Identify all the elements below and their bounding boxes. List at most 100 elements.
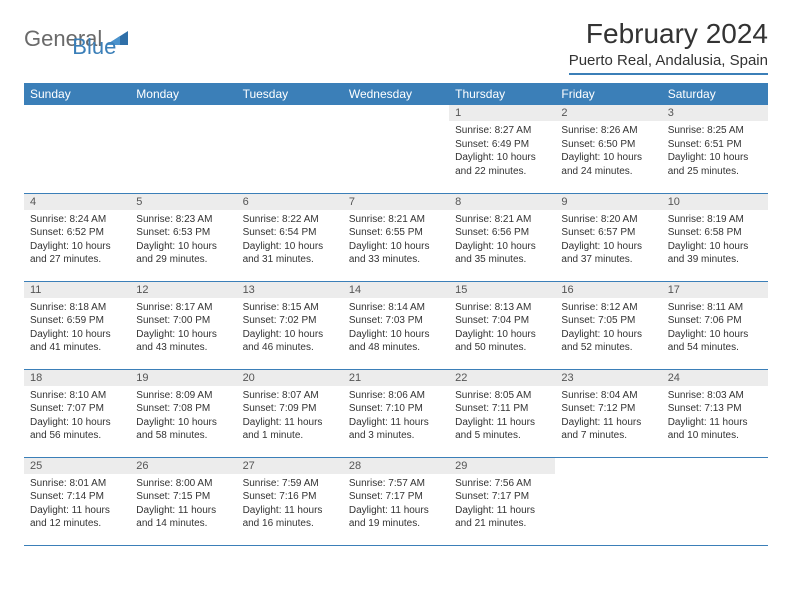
daylight-text-2: and 5 minutes. <box>455 429 549 443</box>
weekday-header: Sunday <box>24 83 130 105</box>
logo: General Blue <box>24 18 116 60</box>
day-details: Sunrise: 8:26 AMSunset: 6:50 PMDaylight:… <box>555 121 661 182</box>
day-number: 28 <box>343 458 449 474</box>
calendar-table: Sunday Monday Tuesday Wednesday Thursday… <box>24 83 768 546</box>
daylight-text-2: and 1 minute. <box>243 429 337 443</box>
sunrise-text: Sunrise: 7:59 AM <box>243 477 337 491</box>
calendar-day-cell: 14Sunrise: 8:14 AMSunset: 7:03 PMDayligh… <box>343 281 449 369</box>
location-text: Puerto Real, Andalusia, Spain <box>569 52 768 73</box>
weekday-header: Tuesday <box>237 83 343 105</box>
day-number: 14 <box>343 282 449 298</box>
day-details: Sunrise: 8:05 AMSunset: 7:11 PMDaylight:… <box>449 386 555 447</box>
daylight-text-1: Daylight: 10 hours <box>561 328 655 342</box>
header: General Blue February 2024 Puerto Real, … <box>24 18 768 75</box>
sunrise-text: Sunrise: 8:20 AM <box>561 213 655 227</box>
daylight-text-1: Daylight: 11 hours <box>349 416 443 430</box>
day-number: 26 <box>130 458 236 474</box>
calendar-day-cell: 10Sunrise: 8:19 AMSunset: 6:58 PMDayligh… <box>662 193 768 281</box>
day-number: 11 <box>24 282 130 298</box>
sunrise-text: Sunrise: 8:09 AM <box>136 389 230 403</box>
daylight-text-1: Daylight: 10 hours <box>243 240 337 254</box>
sunset-text: Sunset: 6:56 PM <box>455 226 549 240</box>
daylight-text-1: Daylight: 11 hours <box>455 504 549 518</box>
day-details: Sunrise: 8:21 AMSunset: 6:55 PMDaylight:… <box>343 210 449 271</box>
day-number: 5 <box>130 194 236 210</box>
weekday-header: Monday <box>130 83 236 105</box>
sunset-text: Sunset: 7:04 PM <box>455 314 549 328</box>
sunrise-text: Sunrise: 8:19 AM <box>668 213 762 227</box>
calendar-day-cell: .. <box>130 105 236 193</box>
day-number: 4 <box>24 194 130 210</box>
daylight-text-2: and 41 minutes. <box>30 341 124 355</box>
sunset-text: Sunset: 7:14 PM <box>30 490 124 504</box>
sunrise-text: Sunrise: 8:21 AM <box>455 213 549 227</box>
daylight-text-1: Daylight: 10 hours <box>349 328 443 342</box>
daylight-text-2: and 16 minutes. <box>243 517 337 531</box>
day-details: Sunrise: 8:21 AMSunset: 6:56 PMDaylight:… <box>449 210 555 271</box>
daylight-text-2: and 39 minutes. <box>668 253 762 267</box>
daylight-text-2: and 3 minutes. <box>349 429 443 443</box>
daylight-text-1: Daylight: 10 hours <box>668 328 762 342</box>
sunset-text: Sunset: 7:11 PM <box>455 402 549 416</box>
calendar-day-cell: 23Sunrise: 8:04 AMSunset: 7:12 PMDayligh… <box>555 369 661 457</box>
daylight-text-2: and 7 minutes. <box>561 429 655 443</box>
calendar-day-cell: 26Sunrise: 8:00 AMSunset: 7:15 PMDayligh… <box>130 457 236 545</box>
daylight-text-1: Daylight: 10 hours <box>243 328 337 342</box>
daylight-text-2: and 58 minutes. <box>136 429 230 443</box>
sunrise-text: Sunrise: 8:14 AM <box>349 301 443 315</box>
sunrise-text: Sunrise: 8:17 AM <box>136 301 230 315</box>
weekday-header-row: Sunday Monday Tuesday Wednesday Thursday… <box>24 83 768 105</box>
daylight-text-1: Daylight: 11 hours <box>455 416 549 430</box>
day-details: Sunrise: 8:13 AMSunset: 7:04 PMDaylight:… <box>449 298 555 359</box>
sunset-text: Sunset: 7:03 PM <box>349 314 443 328</box>
daylight-text-1: Daylight: 10 hours <box>136 416 230 430</box>
day-number: 19 <box>130 370 236 386</box>
day-number: 25 <box>24 458 130 474</box>
calendar-day-cell: .. <box>662 457 768 545</box>
day-details: Sunrise: 8:07 AMSunset: 7:09 PMDaylight:… <box>237 386 343 447</box>
daylight-text-2: and 27 minutes. <box>30 253 124 267</box>
sunset-text: Sunset: 7:08 PM <box>136 402 230 416</box>
daylight-text-2: and 50 minutes. <box>455 341 549 355</box>
day-details: Sunrise: 8:01 AMSunset: 7:14 PMDaylight:… <box>24 474 130 535</box>
weekday-header: Wednesday <box>343 83 449 105</box>
calendar-day-cell: 18Sunrise: 8:10 AMSunset: 7:07 PMDayligh… <box>24 369 130 457</box>
sunset-text: Sunset: 6:57 PM <box>561 226 655 240</box>
daylight-text-1: Daylight: 10 hours <box>455 240 549 254</box>
day-number: 7 <box>343 194 449 210</box>
daylight-text-2: and 43 minutes. <box>136 341 230 355</box>
day-number: 12 <box>130 282 236 298</box>
day-details: Sunrise: 7:57 AMSunset: 7:17 PMDaylight:… <box>343 474 449 535</box>
day-number: 22 <box>449 370 555 386</box>
daylight-text-2: and 56 minutes. <box>30 429 124 443</box>
daylight-text-2: and 37 minutes. <box>561 253 655 267</box>
day-details: Sunrise: 8:06 AMSunset: 7:10 PMDaylight:… <box>343 386 449 447</box>
sunrise-text: Sunrise: 8:26 AM <box>561 124 655 138</box>
day-details: Sunrise: 8:14 AMSunset: 7:03 PMDaylight:… <box>343 298 449 359</box>
logo-text-blue: Blue <box>72 34 116 59</box>
sunset-text: Sunset: 7:06 PM <box>668 314 762 328</box>
sunrise-text: Sunrise: 8:23 AM <box>136 213 230 227</box>
sunset-text: Sunset: 6:54 PM <box>243 226 337 240</box>
daylight-text-1: Daylight: 10 hours <box>561 151 655 165</box>
calendar-day-cell: 15Sunrise: 8:13 AMSunset: 7:04 PMDayligh… <box>449 281 555 369</box>
sunrise-text: Sunrise: 8:22 AM <box>243 213 337 227</box>
day-details: Sunrise: 8:09 AMSunset: 7:08 PMDaylight:… <box>130 386 236 447</box>
sunrise-text: Sunrise: 8:21 AM <box>349 213 443 227</box>
daylight-text-2: and 35 minutes. <box>455 253 549 267</box>
day-number: 1 <box>449 105 555 121</box>
calendar-week-row: 11Sunrise: 8:18 AMSunset: 6:59 PMDayligh… <box>24 281 768 369</box>
day-number: 15 <box>449 282 555 298</box>
calendar-day-cell: 2Sunrise: 8:26 AMSunset: 6:50 PMDaylight… <box>555 105 661 193</box>
sunrise-text: Sunrise: 8:05 AM <box>455 389 549 403</box>
sunset-text: Sunset: 7:02 PM <box>243 314 337 328</box>
calendar-day-cell: 28Sunrise: 7:57 AMSunset: 7:17 PMDayligh… <box>343 457 449 545</box>
daylight-text-1: Daylight: 10 hours <box>349 240 443 254</box>
day-details: Sunrise: 8:15 AMSunset: 7:02 PMDaylight:… <box>237 298 343 359</box>
day-details: Sunrise: 8:24 AMSunset: 6:52 PMDaylight:… <box>24 210 130 271</box>
sunrise-text: Sunrise: 8:11 AM <box>668 301 762 315</box>
daylight-text-2: and 10 minutes. <box>668 429 762 443</box>
calendar-week-row: 4Sunrise: 8:24 AMSunset: 6:52 PMDaylight… <box>24 193 768 281</box>
sunrise-text: Sunrise: 8:07 AM <box>243 389 337 403</box>
daylight-text-1: Daylight: 10 hours <box>561 240 655 254</box>
